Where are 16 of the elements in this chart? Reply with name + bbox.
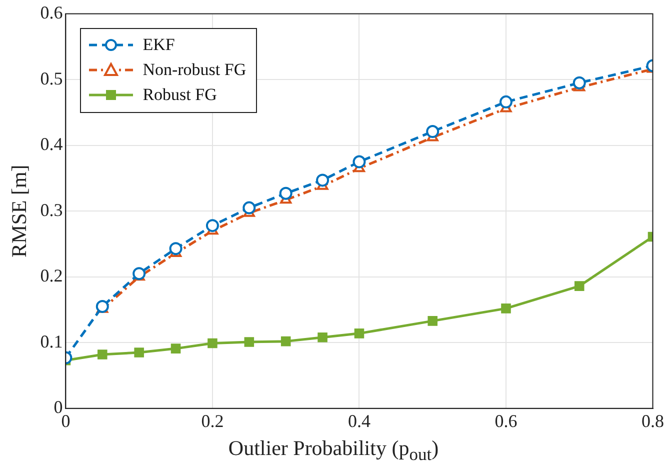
x-tick-label: 0.8 xyxy=(642,410,664,431)
x-tick-label: 0.6 xyxy=(494,410,518,431)
y-tick-label: 0.4 xyxy=(40,134,63,154)
x-tick-label: 0.4 xyxy=(348,410,370,431)
legend-label: Robust FG xyxy=(142,85,217,106)
legend-label: EKF xyxy=(142,35,175,56)
y-tick-label: 0.1 xyxy=(40,331,63,352)
y-tick-label: 0 xyxy=(54,397,63,418)
x-axis-title: Outlier Probability (p$_{out}$) xyxy=(227,436,440,466)
y-tick-label: 0.6 xyxy=(40,2,63,23)
y-axis-title: RMSE [m] xyxy=(7,164,32,258)
x-tick-label: 0.2 xyxy=(201,410,224,431)
y-tick-label: 0.2 xyxy=(40,266,63,286)
y-tick-label: 0.3 xyxy=(40,200,63,220)
y-tick-label: 0.5 xyxy=(40,68,63,88)
legend-label: Non-robust FG xyxy=(142,60,246,80)
